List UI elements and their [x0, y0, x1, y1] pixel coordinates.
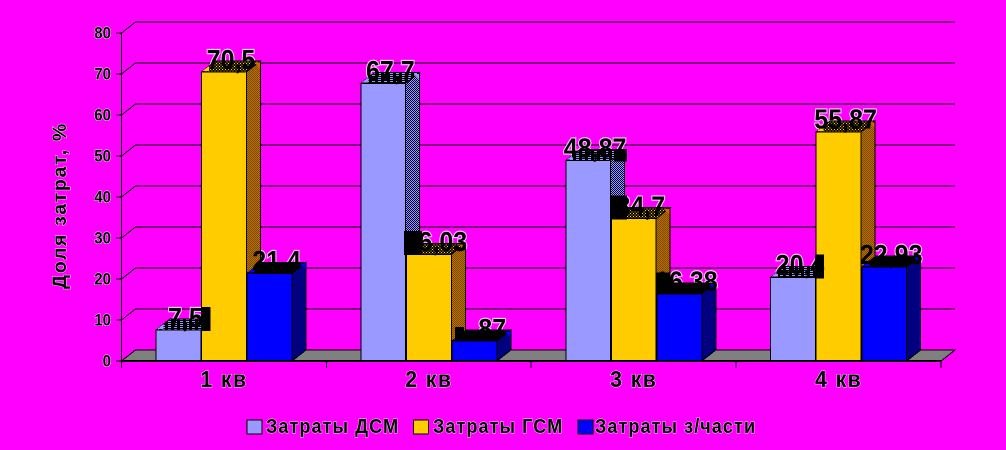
svg-text:20: 20	[94, 271, 111, 289]
svg-text:30: 30	[94, 230, 111, 248]
svg-text:55,87: 55,87	[814, 104, 877, 135]
svg-text:Доля затрат, %: Доля затрат, %	[49, 122, 71, 289]
svg-text:70: 70	[94, 66, 111, 84]
svg-text:2 кв: 2 кв	[405, 366, 452, 392]
svg-text:80: 80	[94, 25, 111, 43]
svg-text:Затраты ДСМ: Затраты ДСМ	[266, 416, 399, 438]
svg-text:Затраты ГСМ: Затраты ГСМ	[433, 416, 563, 438]
svg-text:22,93: 22,93	[860, 239, 923, 270]
svg-text:60: 60	[94, 107, 111, 125]
svg-text:16,38: 16,38	[655, 265, 718, 296]
svg-text:10: 10	[94, 312, 111, 330]
svg-text:4 кв: 4 кв	[815, 366, 862, 392]
svg-text:87: 87	[478, 313, 506, 344]
svg-text:21,4: 21,4	[252, 245, 301, 276]
svg-text:1 кв: 1 кв	[200, 366, 247, 392]
svg-text:7,5: 7,5	[168, 302, 203, 333]
svg-text:3 кв: 3 кв	[610, 366, 657, 392]
svg-text:40: 40	[94, 189, 111, 207]
svg-text:48,87: 48,87	[564, 132, 627, 163]
svg-text:70,5: 70,5	[207, 44, 256, 75]
svg-text:67,7: 67,7	[366, 55, 415, 86]
svg-text:34,7: 34,7	[616, 190, 665, 221]
svg-text:50: 50	[94, 148, 111, 166]
svg-text:26,03: 26,03	[405, 226, 468, 257]
svg-text:20,4: 20,4	[776, 249, 825, 280]
svg-text:0: 0	[103, 353, 112, 371]
svg-text:Затраты з/части: Затраты з/части	[595, 416, 756, 438]
